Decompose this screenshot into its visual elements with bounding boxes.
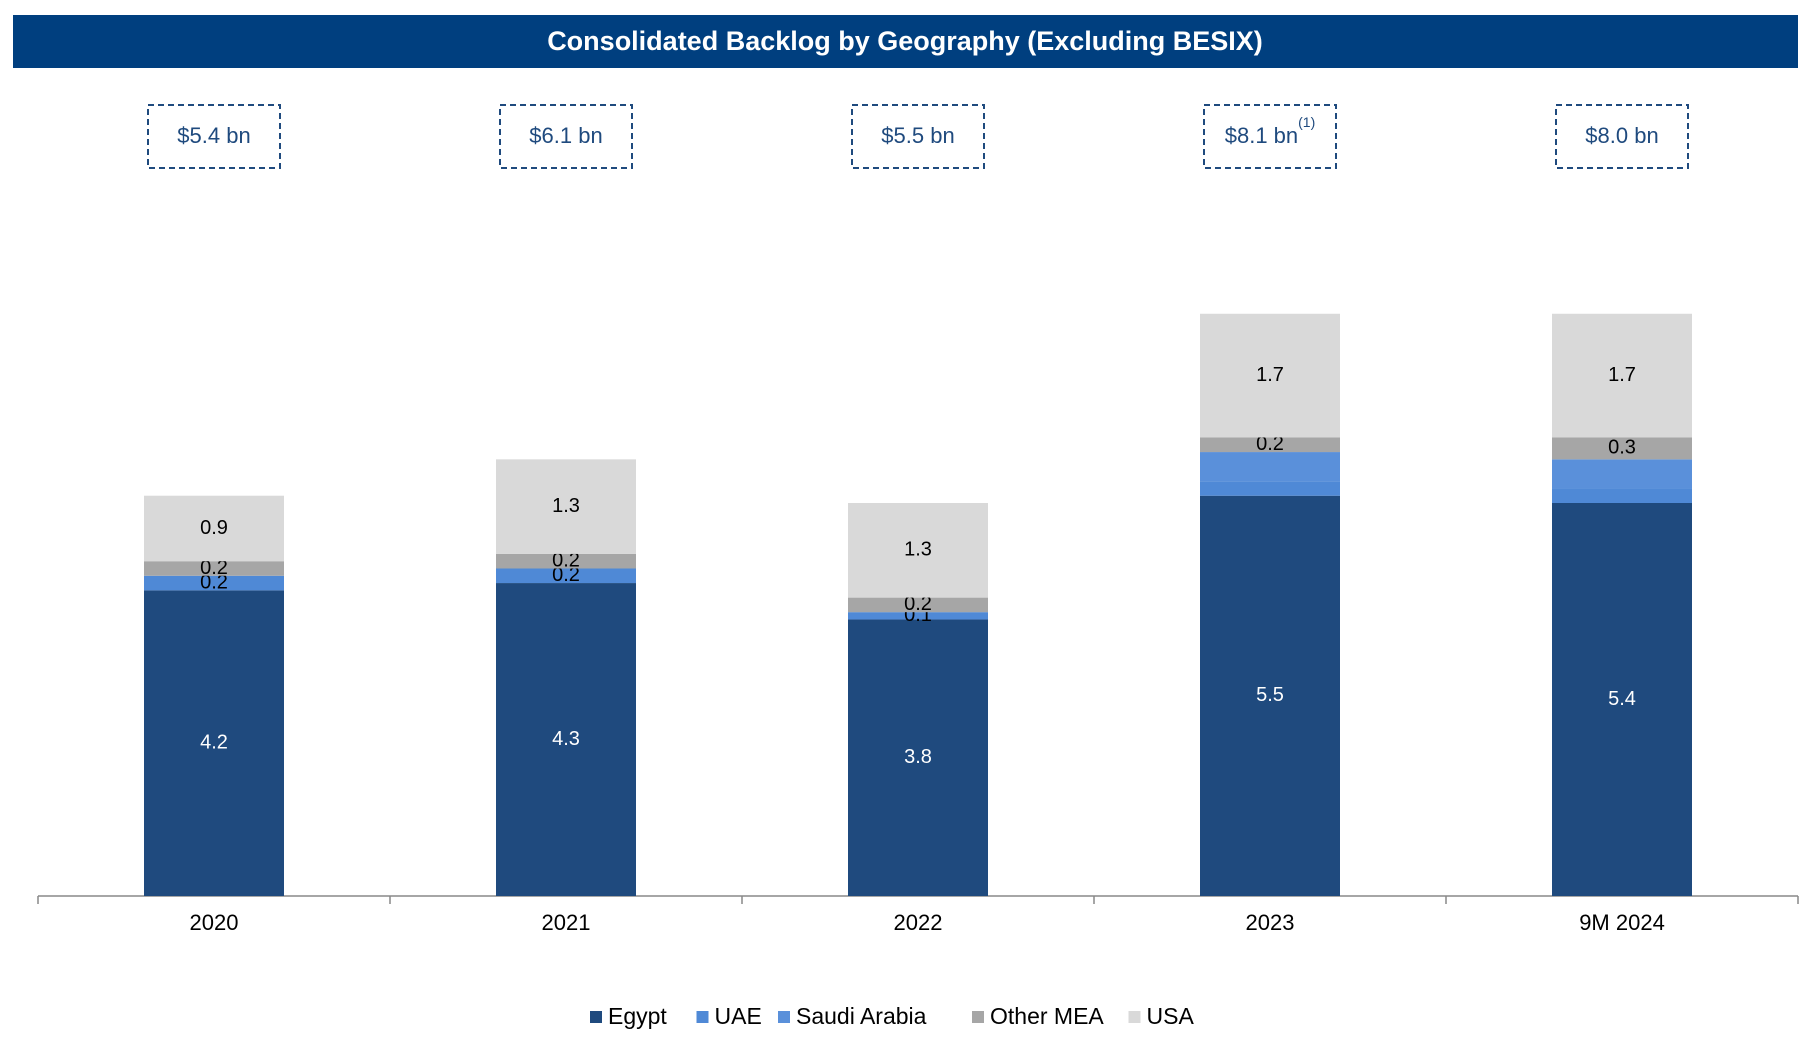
bar-segment bbox=[496, 459, 636, 554]
data-label: 0.2 bbox=[552, 550, 580, 572]
bar-segment bbox=[1200, 437, 1340, 453]
total-box bbox=[1203, 104, 1337, 169]
bar-segment bbox=[496, 583, 636, 896]
data-label: 4.3 bbox=[552, 728, 580, 750]
data-label: 0.2 bbox=[1256, 433, 1284, 455]
bar-segment bbox=[1552, 437, 1692, 460]
total-label: $5.5 bn bbox=[881, 123, 954, 148]
data-label: 1.7 bbox=[1608, 364, 1636, 386]
bar-segment bbox=[1200, 313, 1340, 438]
footnote-marker: (1) bbox=[1298, 114, 1315, 130]
bar-segment bbox=[848, 503, 988, 598]
bar-segment bbox=[1552, 459, 1692, 489]
legend-swatch bbox=[778, 1011, 790, 1023]
bar-segment bbox=[1200, 495, 1340, 896]
bar-segment bbox=[1552, 503, 1692, 896]
bar-segment bbox=[496, 553, 636, 569]
data-label: 0.3 bbox=[1608, 437, 1636, 459]
data-label: 0.2 bbox=[200, 571, 228, 593]
bar-segment bbox=[1552, 488, 1692, 503]
legend-label: Saudi Arabia bbox=[796, 1003, 927, 1029]
total-box bbox=[851, 104, 985, 169]
bar-segment bbox=[144, 590, 284, 896]
data-label: 5.4 bbox=[1608, 688, 1636, 710]
bar-segment bbox=[848, 619, 988, 896]
total-label: $5.4 bn bbox=[177, 123, 250, 148]
data-label: 4.2 bbox=[200, 731, 228, 753]
bar-segment bbox=[1552, 313, 1692, 438]
data-label: 0.2 bbox=[200, 557, 228, 579]
total-value: $8.1 bn bbox=[1225, 123, 1298, 148]
total-label: $6.1 bn bbox=[529, 123, 602, 148]
x-tick-label: 2020 bbox=[190, 910, 239, 935]
x-tick-label: 9M 2024 bbox=[1579, 910, 1665, 935]
total-value: $5.4 bn bbox=[177, 123, 250, 148]
x-tick-label: 2022 bbox=[894, 910, 943, 935]
total-value: $8.0 bn bbox=[1585, 123, 1658, 148]
legend-label: Egypt bbox=[608, 1003, 667, 1029]
total-value: $6.1 bn bbox=[529, 123, 602, 148]
x-tick-label: 2021 bbox=[542, 910, 591, 935]
bar-segment bbox=[848, 597, 988, 613]
title-bar bbox=[13, 15, 1798, 68]
bar-segment bbox=[496, 568, 636, 584]
total-box bbox=[147, 104, 281, 169]
total-value: $5.5 bn bbox=[881, 123, 954, 148]
data-label: 1.7 bbox=[1256, 364, 1284, 386]
data-label: 5.5 bbox=[1256, 684, 1284, 706]
legend-swatch bbox=[1128, 1011, 1141, 1023]
data-label: 1.3 bbox=[904, 539, 932, 561]
bar-segment bbox=[848, 612, 988, 620]
total-label: $8.0 bn bbox=[1585, 123, 1658, 148]
x-tick-label: 2023 bbox=[1246, 910, 1295, 935]
bar-segment bbox=[144, 561, 284, 576]
legend-label: Other MEA bbox=[990, 1003, 1104, 1029]
chart-title: Consolidated Backlog by Geography (Exclu… bbox=[547, 26, 1263, 56]
bar-segment bbox=[1200, 452, 1340, 482]
legend-label: UAE bbox=[715, 1003, 762, 1029]
data-label: 0.2 bbox=[904, 593, 932, 615]
bar-segment bbox=[1200, 481, 1340, 496]
data-label: 1.3 bbox=[552, 495, 580, 517]
legend-swatch bbox=[972, 1011, 984, 1023]
total-box bbox=[499, 104, 633, 169]
data-label: 0.2 bbox=[552, 564, 580, 586]
legend-label: USA bbox=[1147, 1003, 1195, 1029]
data-label: 0.9 bbox=[200, 517, 228, 539]
data-label: 3.8 bbox=[904, 746, 932, 768]
bar-segment bbox=[144, 495, 284, 562]
total-label: $8.1 bn(1) bbox=[1225, 114, 1316, 148]
bar-segment bbox=[144, 575, 284, 591]
total-box bbox=[1555, 104, 1689, 169]
legend-swatch bbox=[590, 1011, 602, 1023]
legend-swatch bbox=[696, 1011, 709, 1023]
